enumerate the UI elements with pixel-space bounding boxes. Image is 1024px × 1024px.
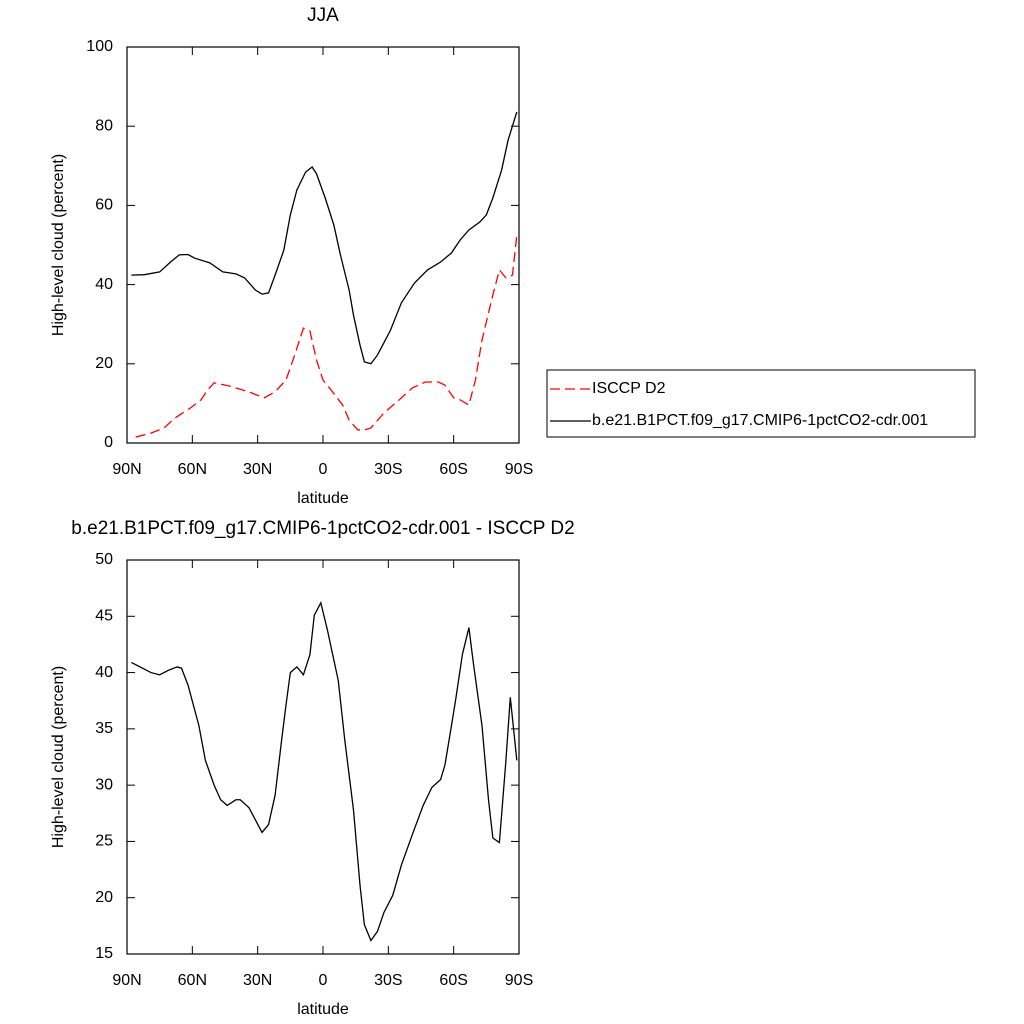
y-tick-label: 20 <box>95 355 113 372</box>
y-tick-label: 30 <box>95 776 113 793</box>
y-tick-label: 45 <box>95 608 113 625</box>
y-tick-label: 15 <box>95 945 113 962</box>
plot-frame <box>126 46 520 444</box>
legend-label: ISCCP D2 <box>592 380 666 397</box>
x-tick-label: 30N <box>243 972 272 989</box>
x-tick-label: 30S <box>374 972 402 989</box>
x-tick-label: 30N <box>243 461 272 478</box>
y-tick-label: 20 <box>95 889 113 906</box>
x-axis-label: latitude <box>297 1001 349 1018</box>
x-tick-label: 90N <box>112 972 141 989</box>
y-axis-label: High-level cloud (percent) <box>50 154 67 336</box>
y-tick-label: 25 <box>95 833 113 850</box>
y-tick-label: 80 <box>95 117 113 134</box>
y-tick-label: 35 <box>95 720 113 737</box>
plot-frame <box>126 559 520 955</box>
x-tick-label: 90N <box>112 461 141 478</box>
chart-title: b.e21.B1PCT.f09_g17.CMIP6-1pctCO2-cdr.00… <box>71 518 574 539</box>
x-tick-label: 60N <box>178 461 207 478</box>
x-tick-label: 60S <box>439 461 467 478</box>
y-tick-label: 50 <box>95 551 113 568</box>
x-tick-label: 60N <box>178 972 207 989</box>
x-tick-label: 0 <box>319 972 328 989</box>
y-tick-label: 60 <box>95 197 113 214</box>
x-tick-label: 90S <box>505 461 533 478</box>
y-axis-label: High-level cloud (percent) <box>50 666 67 848</box>
legend-box <box>546 369 976 438</box>
y-tick-label: 100 <box>86 38 113 55</box>
y-tick-label: 40 <box>95 276 113 293</box>
line <box>131 600 518 942</box>
x-tick-label: 0 <box>319 461 328 478</box>
x-tick-label: 60S <box>439 972 467 989</box>
x-axis-label: latitude <box>297 490 349 507</box>
y-tick-label: 0 <box>104 434 113 451</box>
x-tick-label: 90S <box>505 972 533 989</box>
line <box>135 235 518 438</box>
line <box>131 111 518 365</box>
chart-title: JJA <box>307 5 339 26</box>
y-tick-label: 40 <box>95 664 113 681</box>
x-tick-label: 30S <box>374 461 402 478</box>
legend-label: b.e21.B1PCT.f09_g17.CMIP6-1pctCO2-cdr.00… <box>592 412 928 429</box>
